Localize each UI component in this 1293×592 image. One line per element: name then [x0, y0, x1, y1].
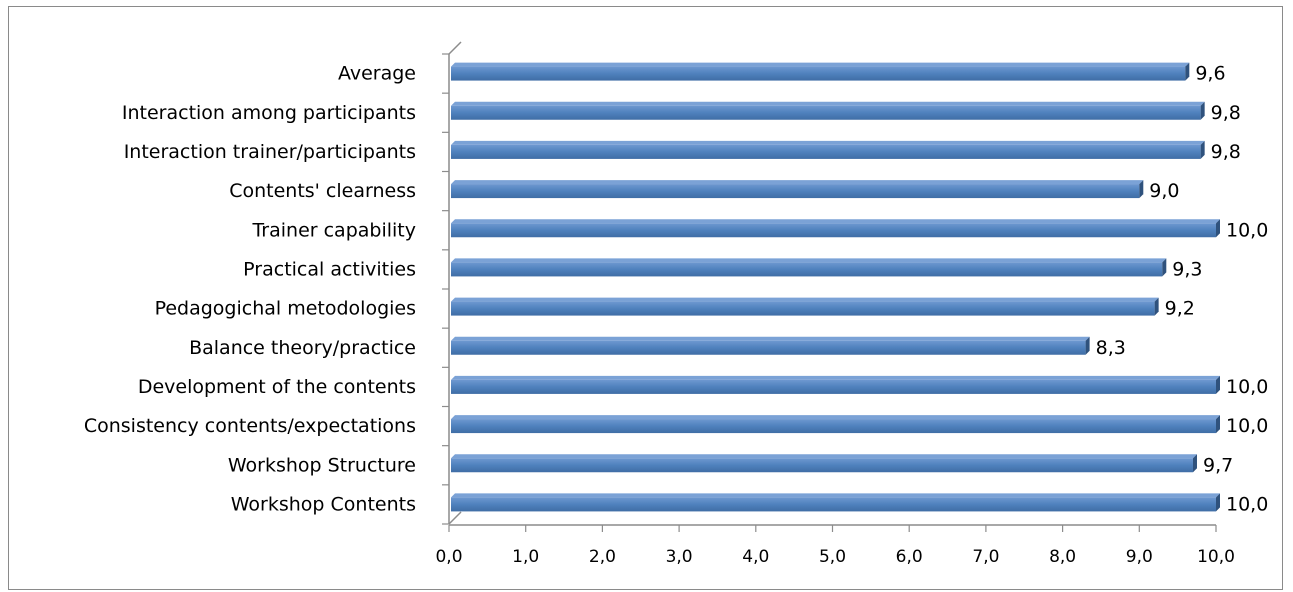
category-label: Average [338, 63, 416, 85]
x-tick-label: 10,0 [1197, 547, 1235, 567]
x-tick-label: 0,0 [435, 547, 462, 567]
data-label: 9,0 [1149, 180, 1179, 202]
data-label: 9,8 [1211, 102, 1241, 124]
data-label: 9,3 [1172, 258, 1202, 280]
bar-top-face [451, 101, 1205, 106]
category-label: Contents' clearness [229, 180, 416, 202]
bar-top-face [451, 336, 1090, 341]
bar [451, 223, 1216, 238]
bar-top-face [451, 415, 1220, 420]
category-label: Workshop Structure [228, 454, 416, 476]
data-label: 10,0 [1226, 493, 1268, 515]
x-tick-label: 6,0 [896, 547, 923, 567]
bar-end-face [1185, 62, 1190, 81]
category-label: Consistency contents/expectations [84, 415, 416, 437]
data-label: 9,6 [1195, 63, 1225, 85]
category-axis-bottom-edge [448, 511, 462, 525]
x-tick-label: 3,0 [666, 547, 693, 567]
category-label: Workshop Contents [231, 493, 416, 515]
x-tick-label: 4,0 [742, 547, 769, 567]
data-label: 10,0 [1226, 376, 1268, 398]
data-label: 9,7 [1203, 454, 1233, 476]
bar-top-face [451, 493, 1220, 498]
category-label: Development of the contents [138, 376, 416, 398]
data-label: 10,0 [1226, 415, 1268, 437]
bar-end-face [1139, 180, 1144, 199]
bar [451, 458, 1193, 473]
bar-end-face [1200, 140, 1205, 159]
x-tick-label: 9,0 [1126, 547, 1153, 567]
bar-end-face [1216, 415, 1220, 434]
data-label: 10,0 [1226, 219, 1268, 241]
category-axis-top-edge [448, 41, 462, 55]
category-label: Balance theory/practice [189, 337, 416, 359]
data-label: 9,8 [1211, 141, 1241, 163]
bar-end-face [1162, 258, 1167, 277]
bar-end-face [1085, 336, 1090, 355]
bar [451, 301, 1155, 316]
bar-top-face [451, 454, 1197, 459]
bar-end-face [1216, 493, 1220, 512]
bar-top-face [451, 219, 1220, 224]
bar-end-face [1216, 375, 1220, 394]
x-tick-label: 1,0 [512, 547, 539, 567]
bar [451, 419, 1216, 434]
x-tick-label: 8,0 [1049, 547, 1076, 567]
category-label: Interaction among participants [122, 102, 416, 124]
bar [451, 184, 1140, 199]
x-tick-label: 7,0 [972, 547, 999, 567]
bar-top-face [451, 140, 1205, 145]
data-label: 9,2 [1165, 298, 1195, 320]
category-label: Interaction trainer/participants [124, 141, 416, 163]
bar [451, 340, 1086, 355]
category-label: Trainer capability [251, 219, 416, 241]
bar [451, 497, 1216, 512]
x-tick-label: 2,0 [589, 547, 616, 567]
bar-end-face [1216, 219, 1220, 238]
bar-end-face [1200, 101, 1205, 120]
bar-top-face [451, 258, 1167, 263]
bar [451, 105, 1201, 120]
bar-top-face [451, 180, 1144, 185]
bar-top-face [451, 62, 1190, 67]
bar [451, 66, 1186, 81]
bar [451, 144, 1201, 159]
data-label: 8,3 [1096, 337, 1126, 359]
bar-top-face [451, 297, 1159, 302]
x-tick-label: 5,0 [819, 547, 846, 567]
bar [451, 262, 1163, 277]
bar-top-face [451, 375, 1220, 380]
category-label: Pedagogichal metodologies [155, 298, 416, 320]
bar-end-face [1192, 454, 1197, 473]
category-label: Practical activities [243, 258, 416, 280]
bar-end-face [1154, 297, 1159, 316]
bar [451, 379, 1216, 394]
